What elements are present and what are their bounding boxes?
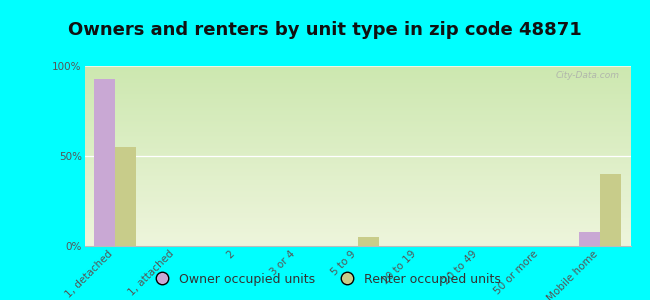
Text: Owners and renters by unit type in zip code 48871: Owners and renters by unit type in zip c…	[68, 21, 582, 39]
Legend: Owner occupied units, Renter occupied units: Owner occupied units, Renter occupied un…	[144, 268, 506, 291]
Bar	[115, 147, 136, 246]
Text: City-Data.com: City-Data.com	[556, 71, 619, 80]
Bar	[600, 174, 621, 246]
Bar	[579, 232, 600, 246]
Bar	[94, 79, 115, 246]
Bar	[358, 237, 379, 246]
